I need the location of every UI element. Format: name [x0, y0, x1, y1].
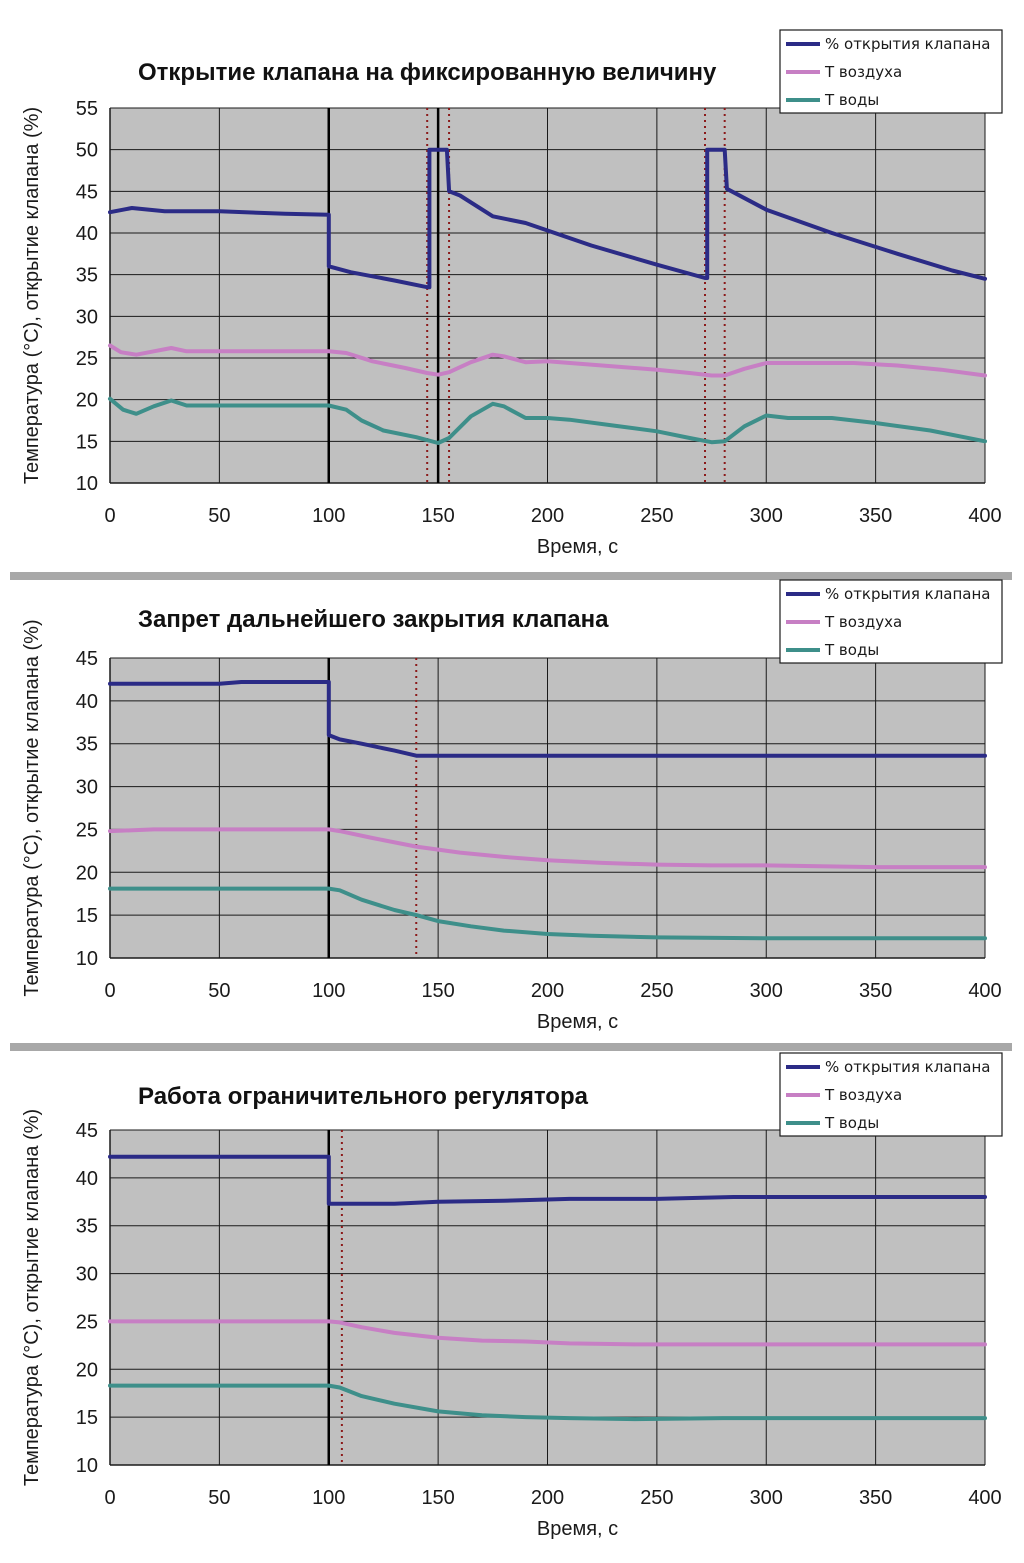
x-tick-label: 250 — [640, 1487, 673, 1509]
y-axis-label: Температура (°С), открытие клапана (%) — [21, 619, 43, 996]
series-line-1 — [108, 343, 987, 378]
y-tick-label: 40 — [76, 691, 98, 713]
y-tick-label: 40 — [76, 223, 98, 245]
chart-limiting-controller: 10 15 20 25 30 35 40 45 0 50 100 150 200 250 300 350 400… — [21, 1052, 1003, 1540]
legend-label: Т воздуха — [824, 1086, 902, 1104]
x-tick-label: 400 — [968, 505, 1001, 527]
x-tick-label: 200 — [531, 505, 564, 527]
x-tick-label: 250 — [640, 505, 673, 527]
series-line-0 — [108, 1154, 987, 1206]
x-tick-label: 300 — [750, 505, 783, 527]
y-tick-label: 45 — [76, 1120, 98, 1142]
x-tick-label: 50 — [208, 980, 230, 1002]
x-tick-label: 350 — [859, 505, 892, 527]
x-tick-label: 200 — [531, 1487, 564, 1509]
y-tick-label: 10 — [76, 1455, 98, 1477]
x-tick-label: 300 — [750, 1487, 783, 1509]
chart-title: Запрет дальнейшего закрытия клапана — [138, 606, 609, 633]
x-tick-label: 350 — [859, 1487, 892, 1509]
legend-label: % открытия клапана — [825, 1058, 990, 1076]
y-axis-label: Температура (°С), открытие клапана (%) — [21, 107, 43, 484]
x-tick-label: 0 — [104, 505, 115, 527]
chart-fixed-valve-opening: 10 15 20 25 30 35 40 45 50 55 0 50 100 150 200 250 300 35… — [21, 29, 1003, 558]
chart-valve-closing-ban: 10 15 20 25 30 35 40 45 0 50 100 150 200 250 300 350 400… — [21, 579, 1003, 1033]
x-tick-label: 50 — [208, 505, 230, 527]
y-tick-label: 15 — [76, 431, 98, 453]
x-tick-label: 200 — [531, 980, 564, 1002]
y-tick-label: 35 — [76, 734, 98, 756]
series-line-2 — [108, 886, 987, 941]
legend: % открытия клапана Т воздуха Т воды — [779, 579, 1003, 664]
legend-label: Т воды — [824, 91, 879, 109]
series-line-2 — [108, 396, 987, 445]
x-tick-label: 100 — [312, 1487, 345, 1509]
y-tick-label: 15 — [76, 1407, 98, 1429]
series-line-2 — [108, 1383, 987, 1422]
legend-label: Т воздуха — [824, 613, 902, 631]
x-tick-label: 400 — [968, 1487, 1001, 1509]
x-tick-label: 250 — [640, 980, 673, 1002]
legend: % открытия клапана Т воздуха Т воды — [779, 29, 1003, 114]
x-tick-label: 100 — [312, 980, 345, 1002]
y-tick-label: 20 — [76, 1359, 98, 1381]
series-line-0 — [108, 680, 987, 758]
x-axis-label: Время, с — [537, 536, 618, 558]
legend-label: % открытия клапана — [825, 585, 990, 603]
y-tick-label: 15 — [76, 905, 98, 927]
x-tick-label: 0 — [104, 1487, 115, 1509]
legend-label: Т воды — [824, 641, 879, 659]
series-line-1 — [108, 1319, 987, 1347]
x-tick-label: 350 — [859, 980, 892, 1002]
x-tick-label: 400 — [968, 980, 1001, 1002]
x-tick-label: 150 — [421, 505, 454, 527]
x-tick-label: 100 — [312, 505, 345, 527]
y-tick-label: 45 — [76, 648, 98, 670]
legend-label: Т воды — [824, 1114, 879, 1132]
legend: % открытия клапана Т воздуха Т воды — [779, 1052, 1003, 1137]
y-tick-label: 10 — [76, 473, 98, 495]
chart-title: Открытие клапана на фиксированную величи… — [138, 59, 717, 86]
y-tick-label: 40 — [76, 1168, 98, 1190]
y-tick-label: 20 — [76, 390, 98, 412]
x-tick-label: 150 — [421, 980, 454, 1002]
y-tick-label: 30 — [76, 777, 98, 799]
y-tick-label: 20 — [76, 862, 98, 884]
x-tick-label: 0 — [104, 980, 115, 1002]
y-tick-label: 30 — [76, 306, 98, 328]
legend-label: % открытия клапана — [825, 35, 990, 53]
series-line-1 — [108, 827, 987, 870]
x-axis-label: Время, с — [537, 1011, 618, 1033]
y-tick-label: 25 — [76, 819, 98, 841]
y-tick-label: 30 — [76, 1264, 98, 1286]
x-tick-label: 150 — [421, 1487, 454, 1509]
series-line-0 — [108, 147, 987, 290]
y-tick-label: 45 — [76, 181, 98, 203]
y-tick-label: 25 — [76, 1311, 98, 1333]
y-tick-label: 10 — [76, 948, 98, 970]
y-axis-label: Температура (°С), открытие клапана (%) — [21, 1109, 43, 1486]
chart-title: Работа ограничительного регулятора — [138, 1083, 589, 1110]
x-axis-label: Время, с — [537, 1518, 618, 1540]
legend-label: Т воздуха — [824, 63, 902, 81]
y-tick-label: 50 — [76, 140, 98, 162]
x-tick-label: 50 — [208, 1487, 230, 1509]
y-tick-label: 55 — [76, 98, 98, 120]
chart-separator — [10, 1043, 1012, 1051]
y-tick-label: 25 — [76, 348, 98, 370]
y-tick-label: 35 — [76, 1216, 98, 1238]
chart-separator — [10, 572, 1012, 580]
x-tick-label: 300 — [750, 980, 783, 1002]
y-tick-label: 35 — [76, 265, 98, 287]
